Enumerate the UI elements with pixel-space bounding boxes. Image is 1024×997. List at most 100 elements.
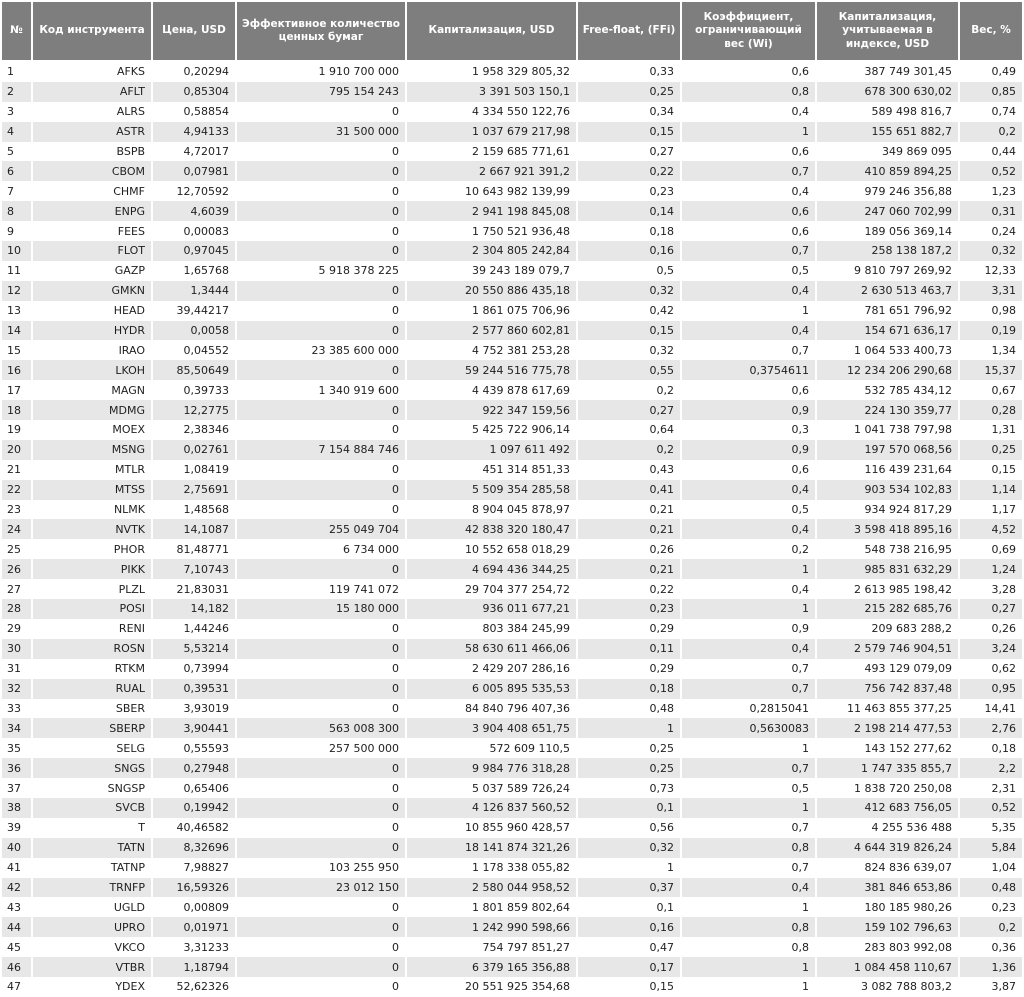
cell-effective_qty: 0 — [237, 161, 407, 182]
cell-effective_qty: 0 — [237, 678, 407, 699]
cell-wi: 0,9 — [682, 439, 817, 460]
cell-cap_usd: 4 439 878 617,69 — [407, 380, 578, 401]
cell-weight_pct: 15,37 — [960, 360, 1024, 381]
cell-cap_index_usd: 349 869 095 — [817, 141, 960, 162]
cell-cap_index_usd: 1 838 720 250,08 — [817, 778, 960, 798]
cell-wi: 0,8 — [682, 837, 817, 858]
table-row: 36 SNGS 0,27948 0 9 984 776 318,28 0,25 0,7 1 7… — [0, 758, 1024, 779]
cell-code: ROSN — [33, 638, 153, 659]
cell-price: 0,73994 — [153, 658, 237, 679]
cell-num: 44 — [0, 917, 33, 938]
cell-weight_pct: 2,2 — [960, 758, 1024, 779]
cell-cap_usd: 10 552 658 018,29 — [407, 539, 578, 560]
cell-num: 20 — [0, 439, 33, 460]
header-free-float: Free-float, (FFi) — [578, 0, 682, 62]
table-row: 26 PIKK 7,10743 0 4 694 436 344,25 0,21 1 985 8… — [0, 559, 1024, 580]
cell-code: AFKS — [33, 62, 153, 82]
cell-free_float: 0,25 — [578, 758, 682, 779]
cell-wi: 0,7 — [682, 241, 817, 261]
cell-cap_usd: 3 391 503 150,1 — [407, 81, 578, 102]
cell-cap_index_usd: 985 831 632,29 — [817, 559, 960, 580]
cell-effective_qty: 0 — [237, 459, 407, 480]
table-body: 1 AFKS 0,20294 1 910 700 000 1 958 329 805,3… — [0, 62, 1024, 997]
table-row: 11 GAZP 1,65768 5 918 378 225 39 243 189 079… — [0, 260, 1024, 281]
cell-cap_usd: 4 334 550 122,76 — [407, 101, 578, 122]
cell-price: 0,58854 — [153, 101, 237, 122]
cell-effective_qty: 0 — [237, 976, 407, 997]
cell-price: 4,94133 — [153, 121, 237, 142]
cell-free_float: 0,5 — [578, 260, 682, 281]
cell-free_float: 0,47 — [578, 937, 682, 958]
cell-price: 0,00809 — [153, 897, 237, 918]
cell-code: RTKM — [33, 658, 153, 679]
cell-weight_pct: 0,52 — [960, 797, 1024, 818]
cell-cap_usd: 1 097 611 492 — [407, 439, 578, 460]
cell-cap_usd: 754 797 851,27 — [407, 937, 578, 958]
cell-wi: 0,7 — [682, 678, 817, 699]
table-row: 14 HYDR 0,0058 0 2 577 860 602,81 0,15 0,4 154 … — [0, 320, 1024, 341]
table-row: 29 RENI 1,44246 0 803 384 245,99 0,29 0,9 209 6… — [0, 618, 1024, 639]
cell-price: 2,75691 — [153, 479, 237, 500]
table-row: 1 AFKS 0,20294 1 910 700 000 1 958 329 805,3… — [0, 62, 1024, 82]
cell-weight_pct: 1,04 — [960, 857, 1024, 878]
header-capitalization-usd: Капитализация, USD — [407, 0, 578, 62]
cell-wi: 0,4 — [682, 101, 817, 122]
cell-cap_usd: 6 005 895 535,53 — [407, 678, 578, 699]
cell-price: 8,32696 — [153, 837, 237, 858]
cell-code: SBER — [33, 698, 153, 719]
cell-weight_pct: 0,85 — [960, 81, 1024, 102]
cell-cap_index_usd: 4 255 536 488 — [817, 817, 960, 838]
cell-weight_pct: 0,15 — [960, 459, 1024, 480]
cell-weight_pct: 2,31 — [960, 778, 1024, 798]
cell-wi: 0,7 — [682, 658, 817, 679]
table-row: 33 SBER 3,93019 0 84 840 796 407,36 0,48 0,281… — [0, 698, 1024, 719]
cell-effective_qty: 0 — [237, 241, 407, 261]
cell-num: 8 — [0, 201, 33, 222]
cell-effective_qty: 0 — [237, 479, 407, 500]
cell-free_float: 0,34 — [578, 101, 682, 122]
cell-code: MSNG — [33, 439, 153, 460]
cell-cap_usd: 1 861 075 706,96 — [407, 300, 578, 321]
cell-weight_pct: 5,35 — [960, 817, 1024, 838]
cell-weight_pct: 0,24 — [960, 221, 1024, 242]
cell-code: GMKN — [33, 280, 153, 301]
cell-weight_pct: 0,52 — [960, 161, 1024, 182]
cell-code: POSI — [33, 599, 153, 619]
table-row: 20 MSNG 0,02761 7 154 884 746 1 097 611 492 0… — [0, 439, 1024, 460]
table-row: 30 ROSN 5,53214 0 58 630 611 466,06 0,11 0,4 2 … — [0, 638, 1024, 659]
cell-wi: 0,9 — [682, 400, 817, 421]
table-row: 15 IRAO 0,04552 23 385 600 000 4 752 381 253… — [0, 340, 1024, 361]
cell-price: 0,02761 — [153, 439, 237, 460]
cell-cap_index_usd: 4 644 319 826,24 — [817, 837, 960, 858]
cell-num: 41 — [0, 857, 33, 878]
cell-code: MDMG — [33, 400, 153, 421]
cell-price: 1,08419 — [153, 459, 237, 480]
header-num: № — [0, 0, 33, 62]
cell-wi: 0,4 — [682, 320, 817, 341]
cell-cap_index_usd: 180 185 980,26 — [817, 897, 960, 918]
cell-weight_pct: 0,74 — [960, 101, 1024, 122]
cell-cap_index_usd: 2 579 746 904,51 — [817, 638, 960, 659]
cell-num: 27 — [0, 579, 33, 600]
cell-price: 1,3444 — [153, 280, 237, 301]
cell-weight_pct: 1,36 — [960, 957, 1024, 977]
cell-effective_qty: 0 — [237, 420, 407, 440]
cell-wi: 0,9 — [682, 618, 817, 639]
cell-weight_pct: 0,36 — [960, 937, 1024, 958]
cell-cap_usd: 922 347 159,56 — [407, 400, 578, 421]
cell-weight_pct: 0,28 — [960, 400, 1024, 421]
cell-num: 2 — [0, 81, 33, 102]
cell-price: 0,39531 — [153, 678, 237, 699]
cell-cap_index_usd: 532 785 434,12 — [817, 380, 960, 401]
cell-effective_qty: 23 385 600 000 — [237, 340, 407, 361]
cell-weight_pct: 0,26 — [960, 618, 1024, 639]
cell-wi: 0,4 — [682, 280, 817, 301]
cell-effective_qty: 0 — [237, 638, 407, 659]
cell-cap_index_usd: 824 836 639,07 — [817, 857, 960, 878]
cell-effective_qty: 0 — [237, 360, 407, 381]
cell-free_float: 0,37 — [578, 877, 682, 898]
cell-code: VKCO — [33, 937, 153, 958]
cell-effective_qty: 0 — [237, 658, 407, 679]
table-row: 39 T 40,46582 0 10 855 960 428,57 0,56 0,7 4 25… — [0, 817, 1024, 838]
cell-cap_usd: 3 904 408 651,75 — [407, 718, 578, 739]
